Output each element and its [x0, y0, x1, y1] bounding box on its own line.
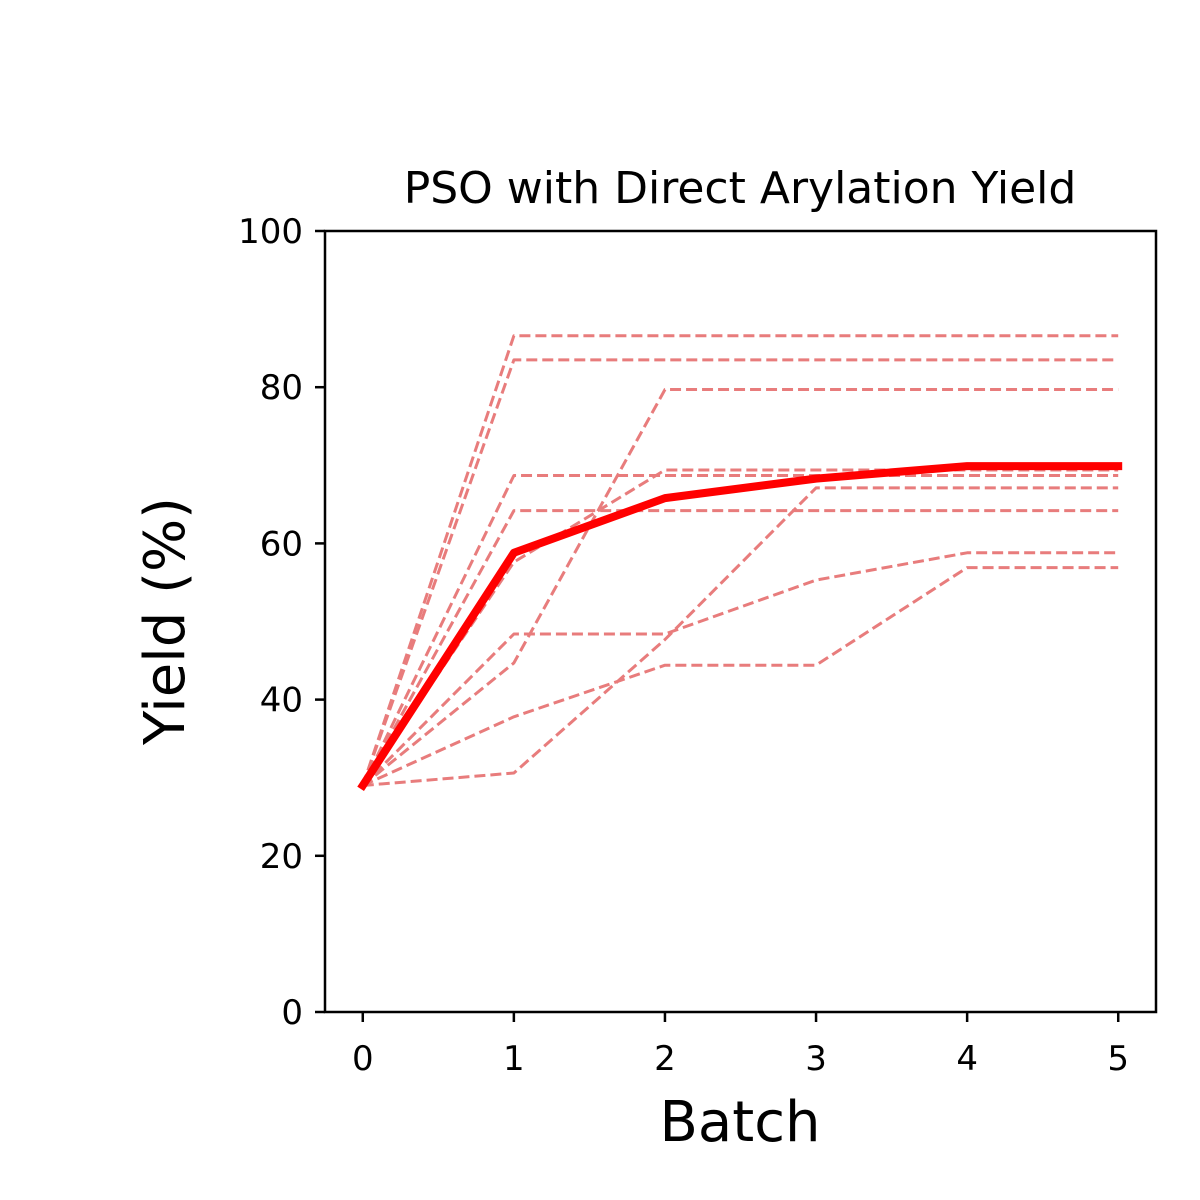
series-line-run-5 — [361, 468, 1119, 787]
series-line-run-2 — [361, 358, 1119, 787]
x-axis: 0 1 2 3 4 5 — [352, 1012, 1129, 1079]
x-tick-label: 4 — [956, 1039, 978, 1079]
series-line-run-4 — [361, 474, 1119, 787]
x-tick-label: 1 — [503, 1039, 525, 1079]
plot-area — [357, 334, 1123, 792]
x-tick-label: 3 — [805, 1039, 827, 1079]
series-line-run-8 — [361, 551, 1119, 787]
x-tick-label: 5 — [1107, 1039, 1129, 1079]
x-axis-label: Batch — [660, 1090, 821, 1155]
y-tick-label: 40 — [260, 681, 303, 721]
y-axis: 0 20 40 60 80 100 — [238, 212, 325, 1033]
y-axis-label: Yield (%) — [133, 497, 198, 746]
series-line-run-9 — [362, 566, 1119, 787]
series-line-run-7 — [362, 486, 1119, 787]
series-line-run-3 — [361, 388, 1119, 787]
series-line-mean — [357, 462, 1123, 792]
y-tick-label: 0 — [281, 993, 303, 1033]
chart-title: PSO with Direct Arylation Yield — [404, 163, 1077, 214]
y-tick-label: 100 — [238, 212, 303, 252]
series-line-run-6 — [361, 509, 1119, 787]
y-tick-label: 60 — [260, 524, 303, 564]
x-tick-label: 0 — [352, 1039, 374, 1079]
plot-frame — [323, 229, 1158, 1014]
y-tick-label: 80 — [260, 368, 303, 408]
y-tick-label: 20 — [260, 837, 303, 877]
series-line-run-1 — [361, 334, 1119, 786]
x-tick-label: 2 — [654, 1039, 676, 1079]
